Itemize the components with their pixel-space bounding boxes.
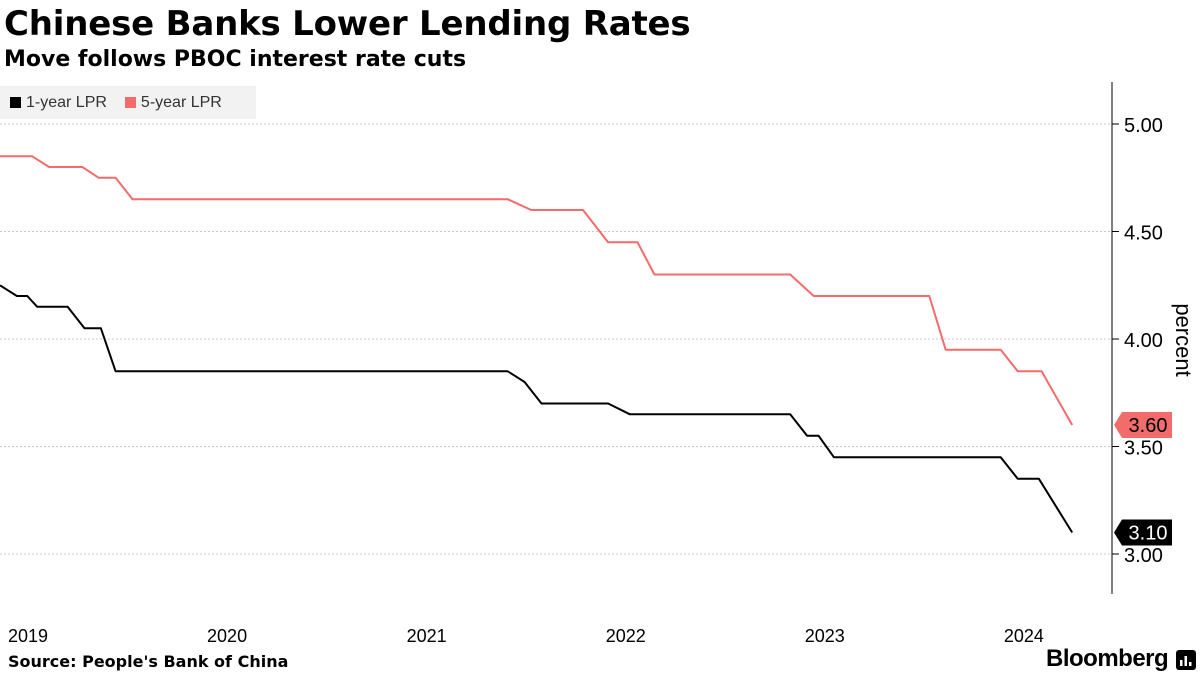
x-tick-label: 2020	[207, 626, 247, 646]
x-tick-label: 2023	[805, 626, 845, 646]
y-tick-label: 3.00	[1124, 545, 1163, 567]
axes: 3.00 3.50 4.00 4.50 5.00 2019 2020 2021 2022 2023…	[8, 82, 1163, 646]
x-tick-label: 2024	[1004, 626, 1044, 646]
series-line-1-year-lpr	[0, 284, 1074, 534]
chart-legend: 1-year LPR 5-year LPR	[0, 86, 256, 119]
legend-item-5-year-lpr: 5-year LPR	[124, 93, 222, 112]
end-label-value: 3.60	[1129, 415, 1168, 437]
gridlines	[0, 123, 1112, 555]
y-tick-label: 5.00	[1124, 115, 1163, 137]
legend-swatch-1-year-lpr	[10, 97, 21, 108]
end-label-value: 3.10	[1129, 523, 1168, 545]
y-tick-label: 4.50	[1124, 223, 1163, 245]
end-label-badge	[1114, 412, 1172, 438]
y-axis-label: percent	[1171, 303, 1196, 376]
chart-title: Chinese Banks Lower Lending Rates	[4, 4, 691, 44]
legend-label-5-year-lpr: 5-year LPR	[140, 93, 222, 111]
legend-swatch-5-year-lpr	[124, 97, 136, 108]
x-tick-label: 2021	[407, 626, 447, 646]
y-tick-label: 4.00	[1124, 330, 1163, 352]
legend-item-1-year-lpr: 1-year LPR	[10, 94, 107, 112]
bloomberg-chart-icon	[1176, 650, 1196, 670]
chart-subtitle: Move follows PBOC interest rate cuts	[4, 47, 467, 72]
series-line-5-year-lpr	[0, 155, 1074, 426]
x-tick-label: 2022	[606, 626, 646, 646]
x-tick-label: 2019	[8, 626, 48, 646]
end-labels: 3.10 3.60	[1114, 412, 1172, 546]
series-lines	[0, 155, 1074, 534]
legend-label-1-year-lpr: 1-year LPR	[26, 93, 107, 111]
end-label-badge	[1114, 519, 1172, 546]
source-note: Source: People's Bank of China	[8, 652, 289, 671]
bloomberg-logo: Bloomberg	[1046, 645, 1169, 672]
y-tick-label: 3.50	[1124, 438, 1163, 460]
